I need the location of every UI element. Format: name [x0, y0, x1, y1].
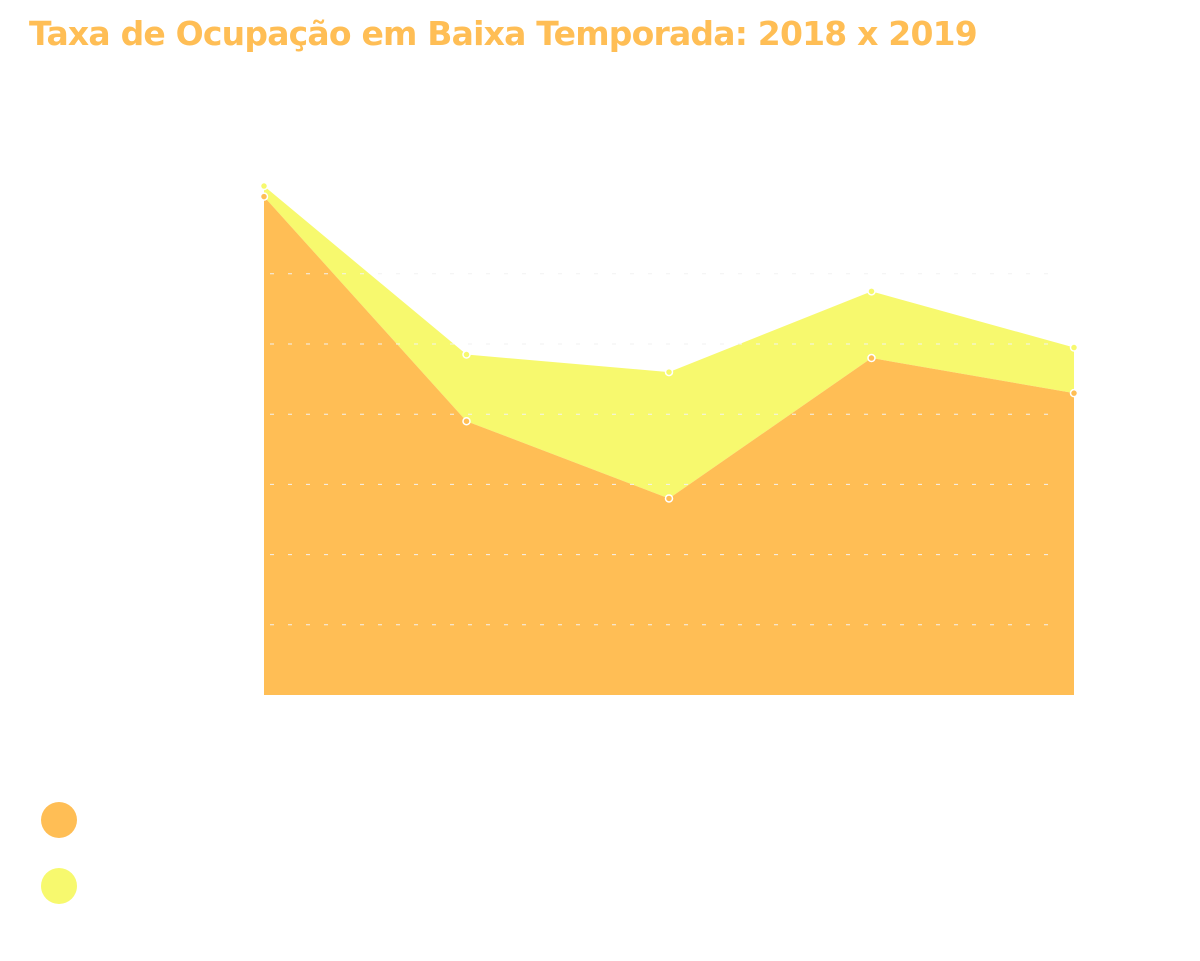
- area-series-1: [264, 196, 1074, 695]
- data-point-series-1[interactable]: [259, 192, 269, 201]
- data-point-series-2[interactable]: [259, 181, 269, 191]
- data-point-series-1[interactable]: [1069, 388, 1079, 398]
- data-point-series-2[interactable]: [664, 367, 674, 377]
- data-point-series-1[interactable]: [462, 416, 471, 426]
- legend-swatch-series-2[interactable]: [41, 868, 77, 904]
- chart-title: Taxa de Ocupação em Baixa Temporada: 201…: [29, 14, 978, 53]
- data-point-series-1[interactable]: [867, 353, 876, 363]
- legend-swatch-series-1[interactable]: [41, 802, 77, 838]
- data-point-series-1[interactable]: [664, 494, 674, 503]
- data-point-series-2[interactable]: [1069, 343, 1079, 352]
- data-point-series-2[interactable]: [867, 287, 876, 296]
- data-point-series-2[interactable]: [462, 350, 471, 359]
- area-layer: [264, 186, 1074, 695]
- marker-layer: [259, 181, 1079, 503]
